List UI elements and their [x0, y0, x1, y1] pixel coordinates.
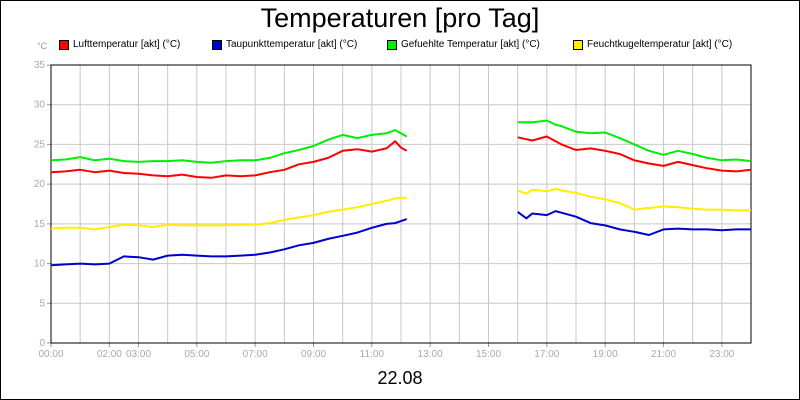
x-tick-label: 17:00 — [534, 349, 559, 360]
x-tick-label: 02:00 — [97, 349, 122, 360]
series-line-0 — [517, 135, 752, 173]
series-line-2 — [50, 129, 408, 164]
chart-title: Temperaturen [pro Tag] — [260, 3, 540, 33]
legend-label: Lufttemperatur [akt] (°C) — [73, 39, 181, 50]
series-line-0 — [50, 140, 408, 179]
y-tick-label: 35 — [34, 60, 46, 71]
legend-label: Gefuehlte Temperatur [akt] (°C) — [401, 39, 540, 50]
y-tick-label: 10 — [34, 259, 46, 270]
legend-swatch-red — [59, 39, 69, 50]
x-tick-label: 15:00 — [476, 349, 501, 360]
y-tick-label: 20 — [34, 179, 46, 190]
x-tick-label: 07:00 — [243, 349, 268, 360]
series-line-3 — [517, 187, 751, 212]
y-axis-unit: °C — [37, 41, 48, 51]
legend-item-feuchtkugeltemperatur: Feuchtkugeltemperatur [akt] (°C) — [573, 39, 732, 50]
legend-label: Taupunkttemperatur [akt] (°C) — [226, 39, 358, 50]
y-tick-label: 0 — [39, 338, 45, 349]
x-tick-label: 03:00 — [126, 349, 151, 360]
legend-swatch-yellow — [573, 39, 583, 50]
x-tick-label: 00:00 — [38, 349, 63, 360]
x-tick-label: 09:00 — [301, 349, 326, 360]
x-tick-label: 13:00 — [418, 349, 443, 360]
legend-swatch-blue — [212, 39, 222, 50]
series-line-1 — [517, 210, 751, 236]
x-tick-label: 23:00 — [709, 349, 734, 360]
y-tick-label: 30 — [34, 100, 46, 111]
legend-item-gefuehlte-temperatur: Gefuehlte Temperatur [akt] (°C) — [387, 39, 540, 50]
legend-label: Feuchtkugeltemperatur [akt] (°C) — [587, 39, 733, 50]
y-tick-label: 5 — [39, 298, 45, 309]
series-line-3 — [50, 196, 407, 231]
legend: Lufttemperatur [akt] (°C) Taupunkttemper… — [1, 39, 799, 53]
series-line-1 — [50, 218, 408, 267]
series-line-2 — [517, 119, 752, 163]
x-tick-label: 05:00 — [184, 349, 209, 360]
legend-item-taupunkttemperatur: Taupunkttemperatur [akt] (°C) — [212, 39, 357, 50]
legend-swatch-green — [387, 39, 397, 50]
plot-area-border — [50, 64, 752, 344]
y-tick-label: 25 — [34, 139, 46, 150]
x-axis-date-label: 22.08 — [377, 368, 423, 388]
x-tick-label: 21:00 — [651, 349, 676, 360]
legend-item-lufttemperatur: Lufttemperatur [akt] (°C) — [59, 39, 180, 50]
x-tick-label: 19:00 — [593, 349, 618, 360]
x-tick-label: 11:00 — [360, 349, 385, 360]
y-tick-label: 15 — [34, 219, 46, 230]
